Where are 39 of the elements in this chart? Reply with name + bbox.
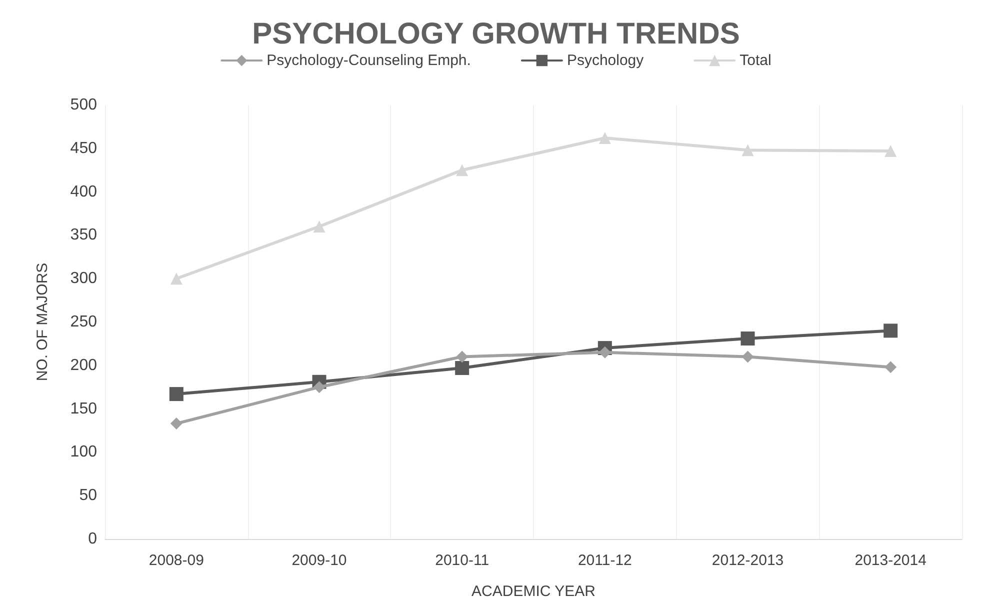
y-tick-label: 200 [70, 356, 98, 374]
chart-title: PSYCHOLOGY GROWTH TRENDS [252, 18, 740, 50]
legend-label: Psychology [566, 52, 644, 69]
point [456, 164, 468, 176]
x-tick-label: 2010-11 [435, 552, 490, 569]
y-tick-label: 50 [79, 487, 98, 504]
point [884, 361, 897, 374]
point [598, 132, 611, 144]
x-tick-label: 2013-2014 [854, 552, 926, 569]
point [740, 331, 755, 346]
x-tick-label: 2008-09 [148, 552, 204, 569]
legend-label: Psychology-Counseling Emph. [266, 52, 471, 69]
y-tick-label: 500 [70, 96, 98, 114]
y-tick-label: 450 [70, 140, 98, 157]
point [742, 350, 754, 363]
point [742, 144, 754, 156]
y-tick-label: 400 [70, 183, 98, 200]
y-tick-label: 250 [70, 314, 98, 330]
point [170, 418, 182, 430]
x-axis-title: ACADEMIC YEAR [472, 583, 596, 600]
legend-label: Total [740, 52, 772, 69]
y-tick-label: 350 [70, 226, 98, 244]
point [169, 387, 184, 402]
point [884, 324, 898, 338]
point [455, 361, 470, 376]
y-axis-title: NO. OF MAJORS [34, 262, 51, 382]
y-tick-label: 0 [88, 530, 98, 548]
y-tick-label: 300 [70, 270, 98, 288]
x-tick-label: 2011-12 [578, 552, 632, 569]
x-tick-label: 2009-10 [292, 552, 347, 569]
y-tick-label: 100 [70, 444, 98, 461]
point [456, 350, 468, 363]
point [598, 346, 611, 358]
x-tick-label: 2012-2013 [712, 552, 784, 569]
point [313, 220, 326, 233]
point [313, 381, 326, 394]
point [884, 145, 897, 158]
point [170, 272, 182, 285]
y-tick-label: 150 [70, 400, 98, 418]
